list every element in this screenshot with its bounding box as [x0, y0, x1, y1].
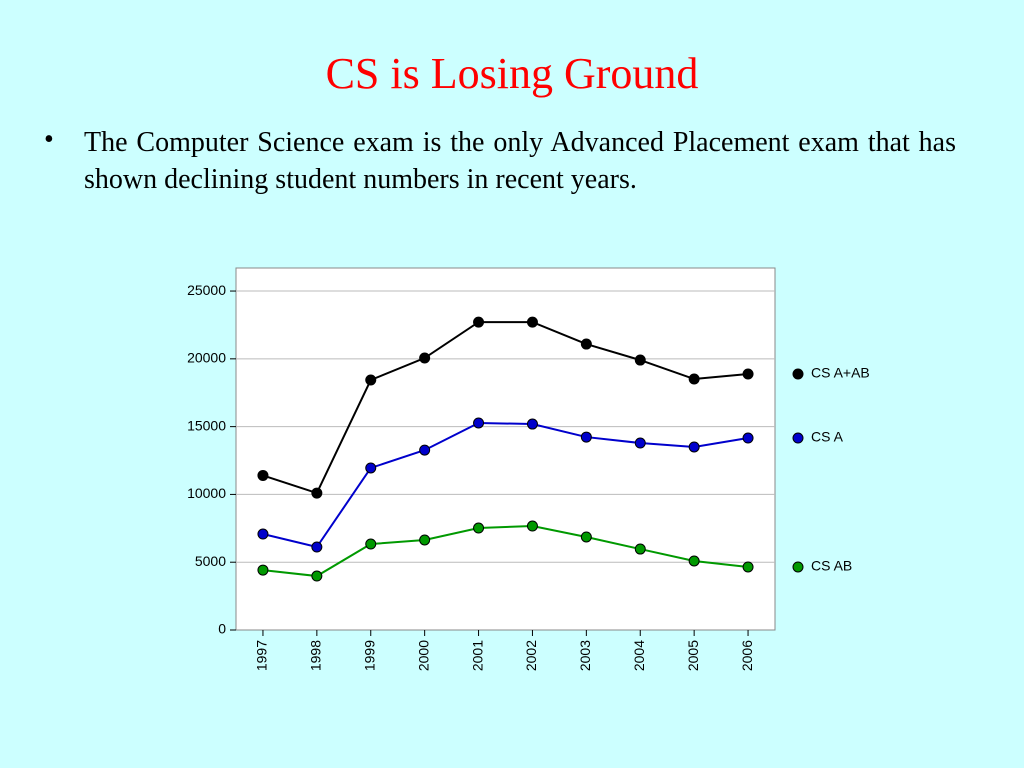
y-tick-label: 5000 — [195, 553, 226, 569]
data-point — [257, 564, 269, 576]
data-point — [311, 541, 323, 553]
data-point — [365, 374, 377, 386]
data-point — [742, 432, 754, 444]
x-tick-label: 2005 — [685, 640, 701, 671]
x-tick-label: 2001 — [469, 640, 485, 671]
data-point — [419, 534, 431, 546]
series-line — [262, 525, 749, 578]
bullet-text: The Computer Science exam is the only Ad… — [84, 127, 956, 195]
data-point — [634, 437, 646, 449]
data-point — [580, 531, 592, 543]
legend-marker — [792, 368, 804, 380]
x-tick-label: 2006 — [739, 640, 755, 671]
data-point — [688, 373, 700, 385]
x-tick-label: 2002 — [523, 640, 539, 671]
x-tick-label: 1998 — [308, 640, 324, 671]
data-point — [473, 417, 485, 429]
data-point — [634, 354, 646, 366]
data-point — [526, 418, 538, 430]
data-point — [311, 487, 323, 499]
y-tick-label: 0 — [218, 621, 226, 637]
y-tick-label: 10000 — [187, 485, 226, 501]
data-point — [365, 462, 377, 474]
data-point — [634, 543, 646, 555]
data-point — [688, 441, 700, 453]
legend-label: CS A — [811, 429, 844, 445]
data-point — [419, 352, 431, 364]
slide-title: CS is Losing Ground — [325, 49, 699, 98]
y-tick-label: 25000 — [187, 282, 226, 298]
data-point — [742, 368, 754, 380]
data-point — [473, 522, 485, 534]
series-line — [262, 321, 749, 495]
data-point — [419, 444, 431, 456]
data-point — [365, 538, 377, 550]
data-point — [526, 316, 538, 328]
series-line — [262, 421, 749, 549]
data-point — [257, 469, 269, 481]
x-tick-label: 1997 — [254, 640, 270, 671]
legend-marker — [792, 561, 804, 573]
bullet-marker: • — [44, 124, 54, 155]
legend-marker — [792, 432, 804, 444]
y-tick-label: 20000 — [187, 350, 226, 366]
x-tick-label: 2000 — [415, 640, 431, 671]
x-tick-label: 2004 — [631, 640, 647, 671]
data-point — [311, 570, 323, 582]
data-point — [580, 338, 592, 350]
data-point — [742, 561, 754, 573]
data-point — [526, 520, 538, 532]
x-tick-label: 2003 — [577, 640, 593, 671]
data-point — [473, 316, 485, 328]
data-point — [580, 431, 592, 443]
y-tick-label: 15000 — [187, 417, 226, 433]
legend-label: CS A+AB — [811, 365, 870, 381]
x-tick-label: 1999 — [361, 640, 377, 671]
data-point — [257, 528, 269, 540]
legend-label: CS AB — [811, 558, 852, 574]
data-point — [688, 555, 700, 567]
